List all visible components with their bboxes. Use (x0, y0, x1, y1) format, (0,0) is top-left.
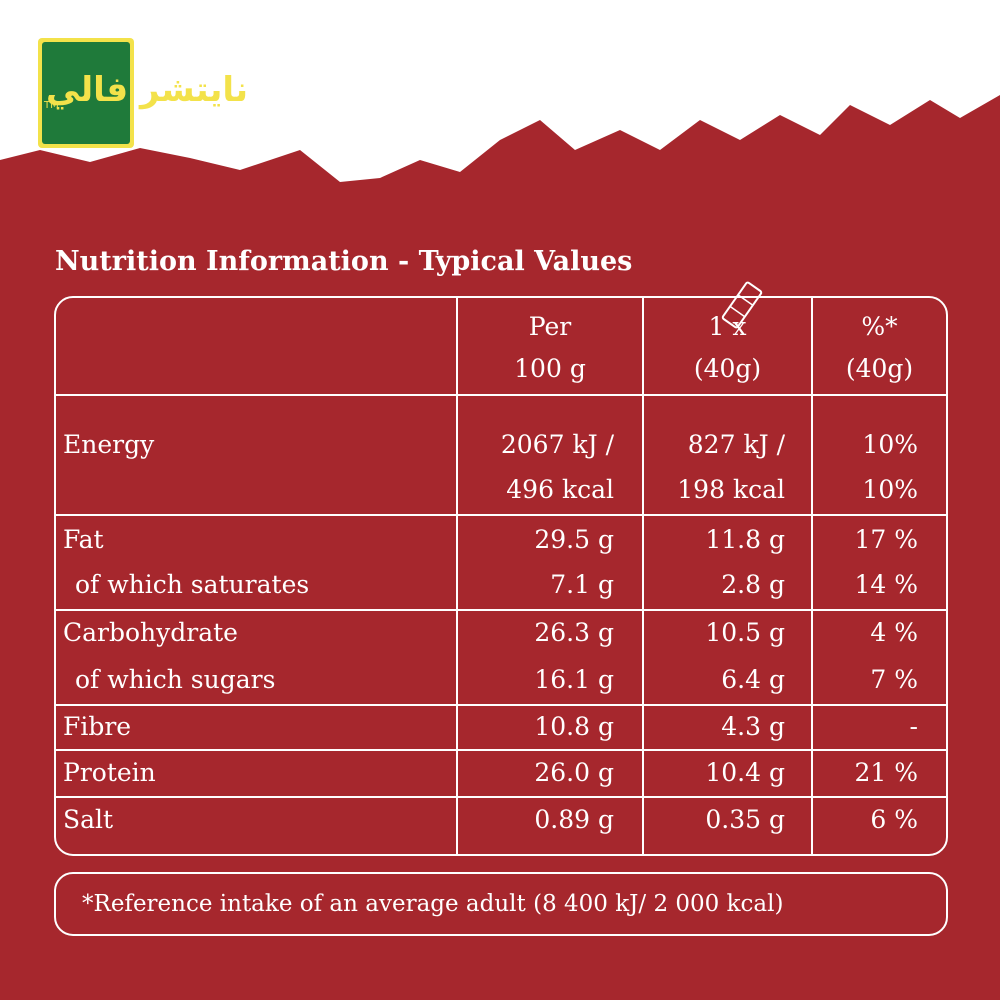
table-border (54, 296, 948, 856)
red-torn-area (0, 95, 1000, 1000)
row-label: of which saturates (75, 570, 310, 599)
value-cell: 10.8 g (534, 712, 614, 741)
logo-box (42, 42, 130, 144)
value-cell: 26.3 g (534, 618, 614, 647)
value-cell: 17 % (854, 525, 918, 554)
value-cell: 827 kJ / (687, 430, 785, 459)
value-cell: 198 kcal (677, 475, 785, 504)
value-cell: - (909, 712, 918, 741)
value-cell: 10% (862, 430, 918, 459)
value-cell: 14 % (854, 570, 918, 599)
logo-trademark: TM (44, 100, 59, 111)
title: Nutrition Information - Typical Values (55, 246, 633, 277)
value-cell: 2.8 g (721, 570, 785, 599)
value-cell: 10.4 g (705, 758, 785, 787)
header-cell: (40g) (693, 354, 762, 383)
value-cell: 496 kcal (506, 475, 614, 504)
value-cell: 16.1 g (534, 665, 614, 694)
value-cell: 29.5 g (534, 525, 614, 554)
value-cell: 6 % (870, 805, 918, 834)
value-cell: 6.4 g (721, 665, 785, 694)
header-cell: 1 x (708, 312, 747, 341)
header-cell: (40g) (845, 354, 914, 383)
row-label: Energy (63, 430, 155, 459)
value-cell: 26.0 g (534, 758, 614, 787)
header-cell: %* (861, 312, 898, 341)
value-cell: 4 % (870, 618, 918, 647)
row-label: Carbohydrate (63, 618, 238, 647)
value-cell: 21 % (854, 758, 918, 787)
row-label: of which sugars (75, 665, 276, 694)
value-cell: 0.89 g (534, 805, 614, 834)
value-cell: 10.5 g (705, 618, 785, 647)
footnote-border (54, 872, 948, 936)
value-cell: 2067 kJ / (500, 430, 614, 459)
logo-text: نايتشر فالي (46, 70, 248, 110)
row-label: Protein (63, 758, 156, 787)
header-cell: 100 g (514, 354, 586, 383)
row-label: Salt (63, 805, 114, 834)
value-cell: 11.8 g (705, 525, 785, 554)
value-cell: 10% (862, 475, 918, 504)
footnote: *Reference intake of an average adult (8… (82, 891, 784, 917)
bar-icon (721, 281, 763, 329)
row-label: Fibre (63, 712, 132, 741)
row-label: Fat (63, 525, 104, 554)
value-cell: 0.35 g (705, 805, 785, 834)
header-cell: Per (528, 312, 572, 341)
value-cell: 4.3 g (721, 712, 785, 741)
value-cell: 7.1 g (550, 570, 614, 599)
value-cell: 7 % (870, 665, 918, 694)
